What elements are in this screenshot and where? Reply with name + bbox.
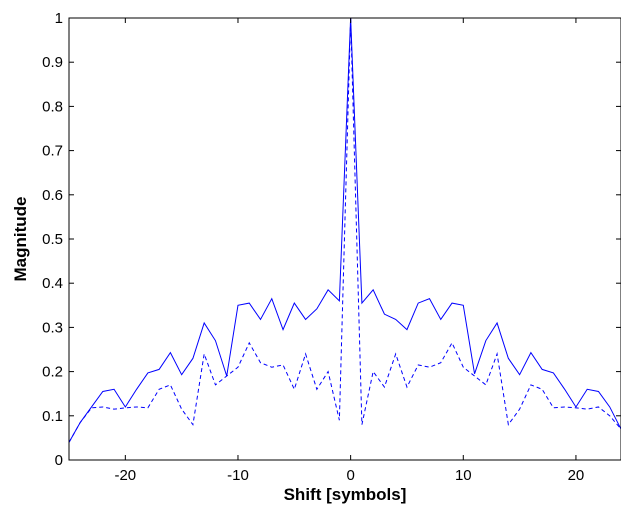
y-tick-label: 0.4 [42,275,63,292]
x-axis-label: Shift [symbols] [284,485,407,504]
x-tick-label: 20 [568,467,585,484]
series-1-line [68,17,621,443]
plot-background [69,18,621,460]
y-tick-label: 0.6 [42,187,63,204]
x-tick-label: 10 [455,467,472,484]
y-tick-label: 0.2 [42,364,63,381]
y-tick-label: 0.7 [42,143,63,160]
y-tick-label: 1 [55,10,63,27]
x-tick-label: -10 [227,467,249,484]
y-tick-label: 0.3 [42,319,63,336]
y-tick-label: 0.5 [42,231,63,248]
x-tick-label: 0 [346,467,354,484]
y-axis-label: Magnitude [11,197,30,282]
x-axis-ticks: -20 -10 0 10 20 [114,18,584,484]
y-tick-label: 0.8 [42,98,63,115]
y-axis-ticks: 0 0.1 0.2 0.3 0.4 0.5 0.6 0.7 0.8 0.9 1 [42,10,621,469]
series-layer [68,17,621,443]
y-tick-label: 0.1 [42,408,63,425]
y-tick-label: 0 [55,452,63,469]
y-tick-label: 0.9 [42,54,63,71]
x-tick-label: -20 [114,467,136,484]
series-2-line [68,17,621,443]
